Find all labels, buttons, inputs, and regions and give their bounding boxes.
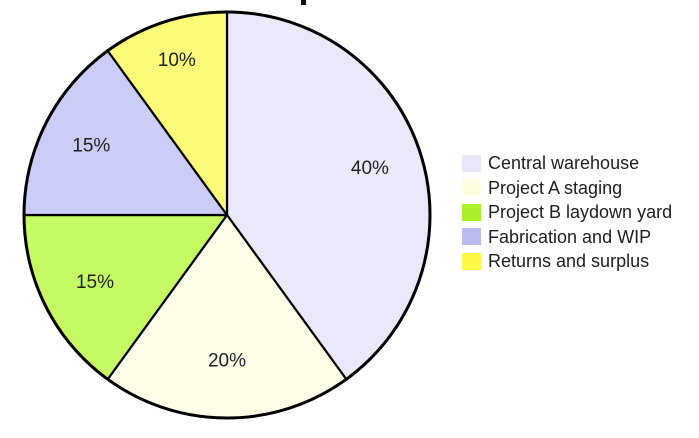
slice-label-project-a-staging: 20% xyxy=(208,351,246,372)
legend-label: Project B laydown yard xyxy=(488,202,673,223)
legend-label: Returns and surplus xyxy=(488,251,650,272)
legend-swatch-project-a-staging xyxy=(462,179,481,197)
legend-swatch-project-b-laydown-yard xyxy=(462,203,481,221)
legend: Central warehouse Project A staging Projec… xyxy=(462,151,672,274)
slice-label-project-b-laydown-yard: 15% xyxy=(76,272,114,293)
legend-swatch-fabrication-and-wip xyxy=(462,228,481,246)
slice-label-returns-and-surplus: 10% xyxy=(158,50,196,71)
legend-label: Project A staging xyxy=(488,177,623,198)
legend-swatch-central-warehouse xyxy=(462,154,481,172)
slice-label-central-warehouse: 40% xyxy=(351,158,389,179)
pie-outline xyxy=(22,10,432,420)
legend-item-fabrication-and-wip: Fabrication and WIP xyxy=(462,225,672,250)
legend-label: Central warehouse xyxy=(488,153,640,174)
clipped-title-text-fragment xyxy=(301,0,306,5)
legend-swatch-returns-and-surplus xyxy=(462,252,481,270)
legend-item-returns-and-surplus: Returns and surplus xyxy=(462,249,672,274)
legend-label: Fabrication and WIP xyxy=(488,226,652,247)
slice-label-fabrication-and-wip: 15% xyxy=(72,135,110,156)
legend-item-project-b-laydown-yard: Project B laydown yard xyxy=(462,200,672,225)
legend-item-project-a-staging: Project A staging xyxy=(462,176,672,201)
legend-item-central-warehouse: Central warehouse xyxy=(462,151,672,176)
